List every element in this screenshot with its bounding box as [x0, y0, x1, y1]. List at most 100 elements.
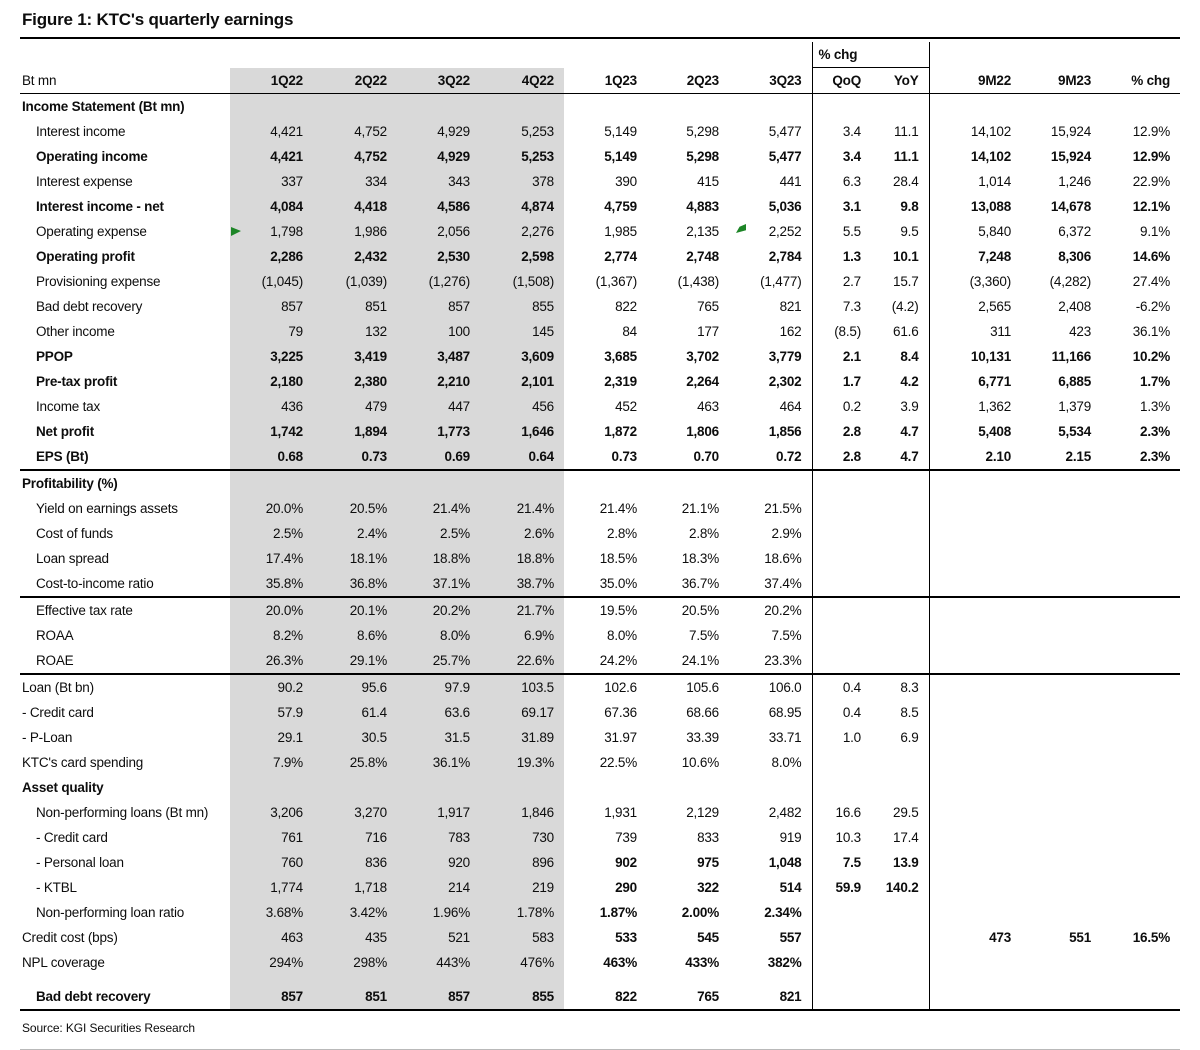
- table-row: Loan spread 17.4% 18.1% 18.8% 18.8% 18.5% 18.3…: [20, 546, 1180, 571]
- table-row: Loan (Bt bn) 90.2 95.6 97.9 103.5 102.6 105.6 1…: [20, 673, 1181, 700]
- row-label: - Credit card: [22, 705, 94, 720]
- table-cell: 2,482: [768, 805, 802, 820]
- table-cell: 8.0%: [607, 628, 637, 643]
- table-cell: 132: [313, 319, 397, 344]
- table-cell: 0.68: [230, 444, 313, 470]
- table-cell: 2.34%: [764, 905, 802, 920]
- table-row: ROAE 26.3% 29.1% 25.7% 22.6% 24.2% 24.1% 23.3%: [20, 648, 1180, 674]
- table-cell: [1101, 775, 1180, 800]
- row-label: Bad debt recovery: [36, 299, 143, 314]
- table-cell: 5.5: [811, 219, 871, 244]
- table-cell: 2,774: [604, 249, 637, 264]
- table-cell: 545: [697, 930, 719, 945]
- table-cell: [1101, 800, 1180, 825]
- table-cell: 1,985: [604, 224, 637, 239]
- table-cell: 1,014: [928, 169, 1022, 194]
- table-cell: 322: [697, 880, 719, 895]
- table-cell: [1021, 521, 1101, 546]
- table-cell: 22.5%: [599, 755, 637, 770]
- table-cell: 4,421: [230, 144, 313, 169]
- table-cell: [1021, 469, 1102, 496]
- table-cell: 3.1: [811, 194, 871, 219]
- table-cell: 21.1%: [681, 501, 719, 516]
- table-cell: [480, 775, 564, 800]
- table-cell: 0.69: [397, 444, 480, 470]
- table-cell: [1101, 700, 1180, 725]
- table-cell: [928, 775, 1022, 800]
- column-header-3q23: 3Q23: [729, 67, 812, 94]
- row-label: - Credit card: [36, 830, 108, 845]
- earnings-table: % chg Bt mn 1Q22 2Q22 3Q22 4Q22 1Q23 2Q23 3Q23 Qo…: [20, 42, 1181, 1011]
- table-cell: 61.6: [893, 324, 919, 339]
- table-cell: [871, 975, 930, 1011]
- row-label: Pre-tax profit: [36, 374, 118, 389]
- table-cell: (1,276): [397, 269, 480, 294]
- table-cell: 920: [397, 850, 480, 875]
- table-cell: 1,718: [313, 875, 397, 900]
- table-cell: 765: [697, 299, 719, 314]
- table-header: % chg Bt mn 1Q22 2Q22 3Q22 4Q22 1Q23 2Q23 3Q23 Qo…: [20, 42, 1181, 94]
- table-cell: 17.4: [893, 830, 919, 845]
- table-cell: 1.7%: [1140, 374, 1171, 389]
- table-cell: 6,885: [1058, 374, 1092, 389]
- table-cell: [928, 623, 1022, 648]
- table-cell: 67.36: [604, 705, 637, 720]
- table-cell: 219: [480, 875, 564, 900]
- row-label: Profitability (%): [20, 469, 230, 496]
- table-cell: [871, 546, 929, 571]
- table-cell: 443%: [397, 950, 480, 975]
- table-cell: 35.8%: [230, 571, 313, 597]
- table-cell: 13.9: [893, 855, 919, 870]
- row-label: Operating income: [36, 149, 148, 164]
- table-cell: 436: [230, 394, 313, 419]
- row-label: - Personal loan: [36, 855, 124, 870]
- table-cell: [1021, 673, 1102, 700]
- table-cell: 3,225: [230, 344, 313, 369]
- table-row: EPS (Bt) 0.68 0.73 0.69 0.64 0.73 0.70 0.72 2.8 4…: [20, 444, 1180, 470]
- table-cell: [871, 775, 929, 800]
- table-cell: 4.7: [900, 449, 919, 464]
- column-header-yoy: YoY: [871, 67, 930, 94]
- table-cell: 105.6: [647, 673, 729, 700]
- table-cell: 3,609: [480, 344, 564, 369]
- row-label: Interest expense: [36, 174, 133, 189]
- table-cell: 8.0%: [771, 755, 802, 770]
- table-cell: 9.5: [900, 224, 919, 239]
- table-cell: 447: [397, 394, 480, 419]
- table-cell: 6,771: [928, 369, 1022, 394]
- table-cell: 25.7%: [397, 648, 480, 674]
- table-row: Operating income 4,421 4,752 4,929 5,253 5,14…: [20, 144, 1180, 169]
- table-cell: 298%: [313, 950, 397, 975]
- table-cell: 1,742: [230, 419, 313, 444]
- table-cell: 3.42%: [313, 900, 397, 925]
- table-cell: 821: [729, 975, 812, 1011]
- table-cell: 57.9: [230, 700, 313, 725]
- table-cell: [1101, 469, 1181, 496]
- table-cell: 765: [647, 975, 729, 1011]
- table-cell: [928, 596, 1022, 623]
- table-cell: 1,379: [1058, 399, 1092, 414]
- row-label: Credit cost (bps): [22, 930, 118, 945]
- row-label: Net profit: [36, 424, 94, 439]
- table-cell: [480, 469, 564, 496]
- row-label: - P-Loan: [22, 730, 73, 745]
- table-cell: [729, 775, 812, 800]
- table-cell: [1021, 775, 1101, 800]
- table-cell: 9.1%: [1140, 224, 1171, 239]
- table-cell: [928, 950, 1022, 975]
- table-cell: 4,586: [397, 194, 480, 219]
- table-cell: [928, 648, 1022, 674]
- table-cell: 2,565: [928, 294, 1022, 319]
- row-label: Interest income: [36, 124, 126, 139]
- table-cell: (1,039): [313, 269, 397, 294]
- row-label: EPS (Bt): [36, 449, 89, 464]
- table-cell: [313, 775, 397, 800]
- table-cell: [871, 521, 929, 546]
- table-cell: 311: [928, 319, 1022, 344]
- column-header-qoq: QoQ: [811, 67, 871, 94]
- table-cell: [928, 975, 1022, 1011]
- row-label: Provisioning expense: [36, 274, 161, 289]
- table-cell: 2,598: [480, 244, 564, 269]
- table-cell: 1,846: [480, 800, 564, 825]
- table-cell: 1.96%: [397, 900, 480, 925]
